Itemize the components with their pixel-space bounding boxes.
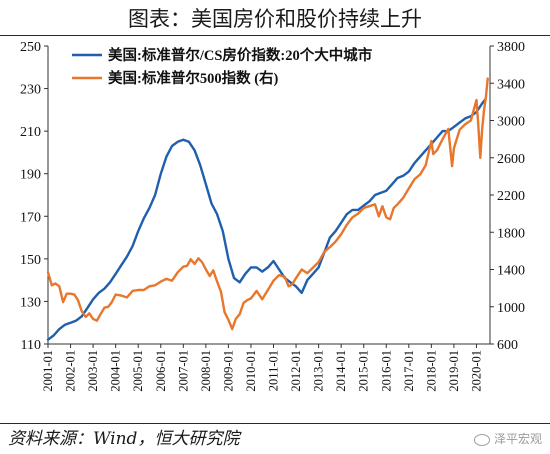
y-left-tick-label: 110 [21, 338, 41, 353]
line-chart: 110 130 150 170 190 210 230 250 600 1000 1400 1800 2… [20, 40, 525, 392]
y-left-tick-label: 170 [20, 210, 41, 225]
title-rule [0, 35, 550, 36]
y-left-tick-label: 130 [20, 295, 41, 310]
y-right-tick-label: 1000 [497, 301, 525, 316]
series-line-cs-house-price [46, 98, 487, 341]
y-left-tick-label: 230 [20, 83, 41, 98]
y-right-tick-label: 600 [497, 338, 518, 353]
watermark: 泽平宏观 [473, 428, 542, 450]
series-line-sp500 [46, 77, 489, 331]
y-left-tick-label: 150 [20, 253, 41, 268]
source-note: 资料来源：Wind，恒大研究院 [8, 429, 240, 449]
x-tick-label: 2008-01 [199, 350, 213, 392]
x-tick-label: 2010-01 [244, 350, 258, 392]
x-tick-label: 2012-01 [289, 350, 303, 392]
y-left-tick-label: 190 [20, 168, 41, 183]
y-right-tick-label: 3000 [497, 115, 525, 130]
watermark-text: 泽平宏观 [493, 432, 542, 446]
y-left-tick-label: 250 [20, 40, 41, 55]
y-right-tick-label: 2600 [497, 152, 525, 167]
x-tick-label: 2013-01 [312, 350, 326, 392]
x-tick-label: 2001-01 [41, 350, 55, 392]
x-tick-label: 2015-01 [357, 350, 371, 392]
footer-rule [0, 423, 550, 424]
legend-label: 美国:标准普尔/CS房价指数:20个大中城市 [108, 46, 373, 64]
x-tick-label: 2002-01 [64, 350, 78, 392]
x-tick-label: 2016-01 [379, 350, 393, 392]
x-tick-label: 2017-01 [402, 350, 416, 392]
x-tick-label: 2018-01 [424, 350, 438, 392]
x-tick-label: 2020-01 [469, 350, 483, 392]
x-tick-label: 2007-01 [176, 350, 190, 392]
x-tick-label: 2019-01 [447, 350, 461, 392]
legend-label: 美国:标准普尔500指数 (右) [108, 69, 279, 87]
y-right-tick-label: 1800 [497, 226, 525, 241]
y-right-tick-label: 2200 [497, 189, 525, 204]
x-tick-label: 2004-01 [109, 350, 123, 392]
x-tick-label: 2003-01 [86, 350, 100, 392]
y-left-tick-label: 210 [20, 125, 41, 140]
x-tick-label: 2011-01 [267, 350, 281, 391]
x-tick-label: 2006-01 [154, 350, 168, 392]
y-right-tick-label: 3800 [497, 40, 525, 55]
chart-title: 图表：美国房价和股价持续上升 [128, 7, 422, 31]
x-tick-label: 2005-01 [131, 350, 145, 392]
x-tick-label: 2014-01 [334, 350, 348, 392]
y-right-tick-label: 1400 [497, 264, 525, 279]
wechat-icon [473, 433, 490, 446]
x-tick-label: 2009-01 [221, 350, 235, 392]
y-right-tick-label: 3400 [497, 77, 525, 92]
